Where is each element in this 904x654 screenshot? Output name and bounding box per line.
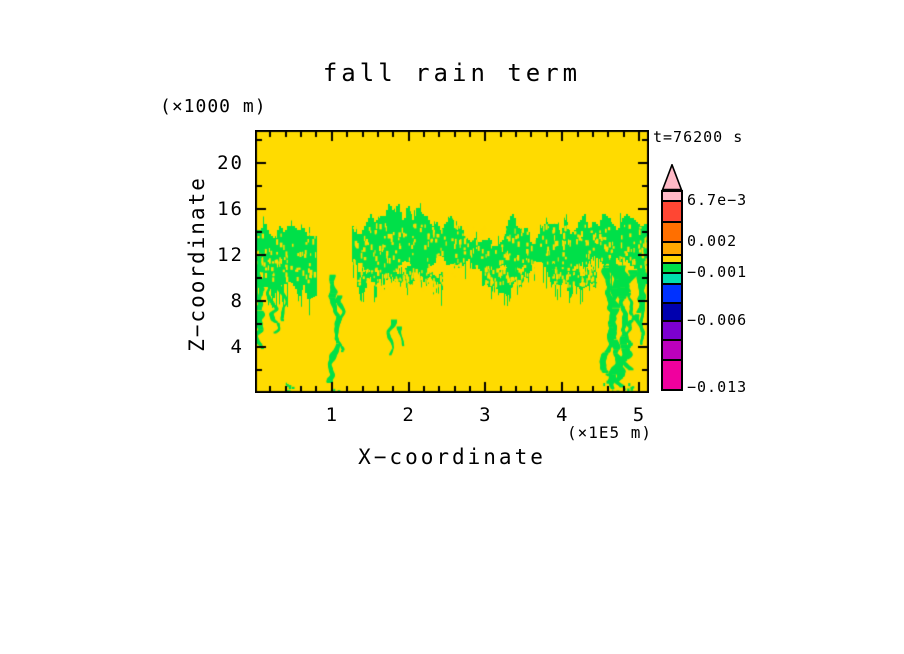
- colorbar-value-label: −0.001: [687, 263, 748, 281]
- colorbar-segment: [663, 243, 681, 256]
- colorbar-segment: [663, 202, 681, 223]
- colorbar-value-label: 0.002: [687, 232, 738, 250]
- colorbar-segment: [663, 264, 681, 274]
- y-tick-label: 12: [217, 244, 244, 266]
- colorbar-segment: [663, 341, 681, 361]
- x-tick-label: 3: [479, 404, 492, 426]
- colorbar-scale: [661, 190, 683, 391]
- x-axis-title: X−coordinate: [358, 445, 546, 469]
- colorbar-segment: [663, 223, 681, 243]
- colorbar-value-label: −0.006: [687, 311, 748, 329]
- y-tick-label: 16: [217, 198, 244, 220]
- time-stamp-label: t=76200 s: [653, 128, 744, 146]
- colorbar-segment: [663, 256, 681, 264]
- y-tick-label: 20: [217, 152, 244, 174]
- x-tick-label: 2: [402, 404, 415, 426]
- colorbar-segment: [663, 304, 681, 322]
- y-tick-label: 4: [230, 336, 244, 358]
- colorbar-segment: [663, 361, 681, 389]
- colorbar-segment: [663, 192, 681, 202]
- x-tick-label: 5: [632, 404, 646, 426]
- x-axis-unit: (×1E5 m): [566, 423, 652, 442]
- contour-plot: [255, 130, 649, 393]
- x-tick-label: 1: [325, 404, 339, 426]
- colorbar-overflow-arrow-icon: [661, 164, 683, 190]
- colorbar: 6.7e−3 0.002 −0.001 −0.006 −0.013: [661, 164, 781, 396]
- y-tick-label: 8: [230, 290, 244, 312]
- colorbar-value-label: 6.7e−3: [687, 191, 748, 209]
- colorbar-segment: [663, 322, 681, 341]
- y-axis-unit: (×1000 m): [160, 96, 267, 117]
- colorbar-segment: [663, 285, 681, 304]
- colorbar-segment: [663, 274, 681, 285]
- chart-title: fall rain term: [322, 59, 582, 87]
- x-tick-label: 4: [555, 404, 569, 426]
- colorbar-value-label: −0.013: [687, 378, 748, 396]
